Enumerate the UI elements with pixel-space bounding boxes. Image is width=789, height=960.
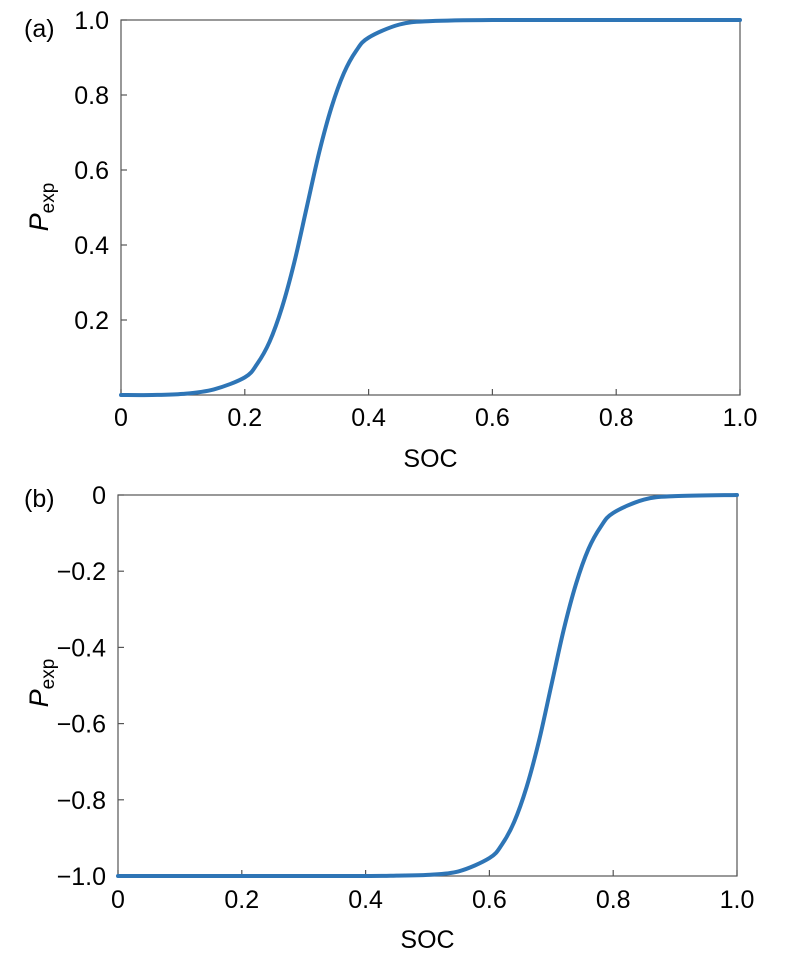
x-tick-label: 0.4 [348, 886, 383, 914]
series-line [116, 493, 739, 879]
x-tick-label: 1.0 [723, 404, 758, 432]
panel-label: (a) [24, 15, 55, 43]
x-tick-label: 0.8 [599, 404, 634, 432]
y-axis-label: Pexp [24, 183, 59, 232]
y-axis-label: Pexp [24, 659, 59, 708]
y-tick-label: −0.2 [57, 558, 106, 586]
y-axis-label-subscript: exp [38, 659, 59, 690]
y-axis-label-main: P [24, 689, 54, 707]
x-tick-label: 0.2 [224, 886, 259, 914]
y-axis-label-subscript: exp [38, 183, 59, 214]
x-tick-label: 1.0 [720, 886, 755, 914]
x-axis-label: SOC [403, 445, 457, 473]
x-tick-label: 0.6 [472, 886, 507, 914]
y-tick-label: 0.8 [74, 82, 109, 110]
y-tick-label: 0 [92, 482, 106, 510]
x-tick-label: 0 [111, 886, 125, 914]
x-tick-label: 0.6 [475, 404, 510, 432]
x-tick-label: 0.8 [596, 886, 631, 914]
y-tick-label: 0.6 [74, 157, 109, 185]
x-tick-label: 0.2 [227, 404, 262, 432]
panel-label: (b) [24, 485, 55, 513]
y-axis-label-main: P [24, 213, 54, 231]
y-tick-label: −0.4 [57, 634, 106, 662]
y-tick-label: −0.6 [57, 711, 106, 739]
chart-panel-b: 0 0.2 0.4 0.6 0.8 1.0 −1.0 −0.8 −0.6 −0.4 −0.2 0 SOC… [24, 482, 754, 954]
plot-frame [120, 19, 741, 396]
x-tick-label: 0 [114, 404, 128, 432]
x-axis-label: SOC [400, 926, 454, 954]
y-tick-label: 0.2 [74, 307, 109, 335]
plot-frame [117, 494, 738, 877]
y-tick-label: 1.0 [74, 7, 109, 35]
y-tick-label: −0.8 [57, 787, 106, 815]
y-tick-label: −1.0 [57, 863, 106, 891]
x-tick-label: 0.4 [351, 404, 386, 432]
y-tick-label: 0.4 [74, 232, 109, 260]
series-line [119, 17, 742, 398]
chart-panel-a: 0 0.2 0.4 0.6 0.8 1.0 0.2 0.4 0.6 0.8 1.0 SOC Pexp (a… [24, 7, 757, 473]
